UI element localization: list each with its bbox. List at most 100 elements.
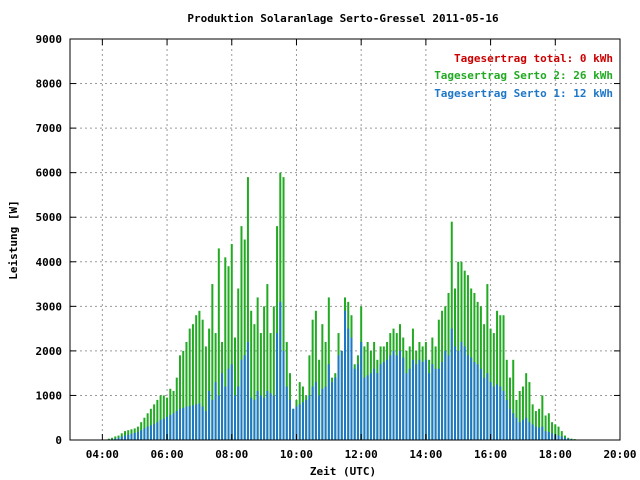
bar-serto-1: [437, 368, 440, 440]
bar-serto-1: [169, 415, 172, 440]
bar-serto-2: [554, 424, 557, 440]
bar-serto-1: [120, 436, 123, 440]
bar-serto-2: [518, 390, 521, 440]
bar-serto-2: [234, 337, 236, 440]
bar-serto-1: [214, 382, 217, 440]
bar-serto-1: [136, 431, 139, 440]
bar-serto-1: [521, 419, 524, 440]
bar-serto-1: [431, 364, 434, 440]
bar-serto-1: [441, 362, 444, 440]
bar-serto-1: [434, 368, 437, 440]
bar-serto-1: [518, 422, 521, 440]
bar-serto-2: [230, 243, 233, 440]
bar-serto-1: [318, 395, 321, 440]
bar-serto-2: [188, 328, 191, 440]
bar-serto-2: [198, 310, 201, 440]
bar-serto-2: [276, 226, 279, 440]
bar-serto-1: [246, 341, 249, 440]
bar-serto-1: [534, 426, 537, 440]
bar-serto-2: [201, 319, 204, 440]
bar-serto-2: [534, 411, 537, 440]
bar-serto-1: [172, 413, 175, 440]
bar-serto-1: [560, 436, 563, 440]
bar-serto-2: [486, 284, 489, 440]
bar-serto-1: [531, 424, 534, 440]
bar-serto-1: [399, 350, 401, 440]
bar-serto-1: [405, 373, 408, 440]
bar-serto-1: [353, 368, 356, 440]
bar-serto-1: [444, 350, 447, 440]
bar-serto-1: [237, 386, 240, 440]
bar-serto-2: [182, 350, 185, 440]
bar-serto-1: [373, 368, 376, 440]
bar-serto-2: [195, 315, 198, 440]
bar-serto-1: [279, 301, 282, 440]
bar-serto-1: [301, 402, 304, 440]
bar-serto-2: [496, 310, 499, 440]
bar-serto-2: [266, 284, 269, 440]
bar-serto-1: [146, 426, 149, 440]
bar-serto-2: [321, 324, 324, 440]
bar-serto-2: [272, 306, 275, 440]
bar-serto-1: [308, 395, 311, 440]
bar-serto-1: [240, 359, 243, 440]
bar-serto-1: [117, 437, 120, 440]
bar-serto-1: [557, 435, 560, 440]
bar-serto-1: [324, 386, 327, 440]
bar-serto-1: [334, 377, 337, 440]
bar-serto-1: [321, 388, 324, 440]
bar-serto-2: [246, 177, 249, 440]
bar-serto-1: [411, 359, 414, 440]
bar-serto-2: [111, 437, 114, 440]
bar-serto-2: [169, 388, 172, 440]
bar-serto-2: [256, 297, 259, 440]
bar-serto-2: [253, 324, 256, 440]
bar-serto-1: [463, 346, 466, 440]
bar-serto-1: [305, 399, 308, 440]
bar-serto-2: [224, 257, 227, 440]
bar-serto-1: [512, 413, 515, 440]
bar-serto-1: [201, 406, 204, 440]
bar-serto-1: [489, 382, 492, 440]
bar-serto-2: [250, 310, 253, 440]
bar-serto-1: [243, 355, 246, 440]
bar-serto-1: [276, 333, 279, 440]
bar-serto-1: [567, 438, 570, 440]
bar-serto-1: [266, 390, 269, 440]
x-tick-label: 20:00: [603, 448, 636, 461]
x-tick-label: 18:00: [539, 448, 572, 461]
y-tick-label: 9000: [36, 33, 63, 46]
bar-serto-2: [149, 408, 152, 440]
bar-serto-1: [191, 405, 194, 440]
bar-serto-1: [331, 382, 334, 440]
bar-serto-1: [282, 350, 285, 440]
bar-serto-2: [204, 346, 207, 440]
bar-serto-1: [198, 403, 201, 440]
bar-serto-2: [217, 248, 220, 440]
bar-serto-1: [211, 399, 214, 440]
bar-serto-1: [340, 350, 343, 440]
bar-serto-1: [369, 373, 372, 440]
bar-serto-1: [402, 357, 405, 440]
bar-serto-1: [544, 431, 547, 440]
bar-serto-1: [221, 373, 224, 440]
bar-serto-2: [237, 288, 240, 440]
bar-serto-2: [175, 377, 178, 440]
bar-serto-1: [140, 430, 143, 440]
bar-serto-1: [159, 419, 162, 440]
bar-serto-1: [376, 373, 379, 440]
x-tick-label: 08:00: [215, 448, 248, 461]
bar-serto-1: [204, 411, 207, 440]
bar-serto-1: [182, 407, 185, 440]
bar-serto-2: [557, 426, 560, 440]
plot-frame: [69, 38, 621, 441]
bar-serto-1: [344, 310, 346, 440]
bar-serto-1: [253, 399, 256, 440]
bar-serto-1: [230, 364, 233, 440]
bar-serto-1: [547, 431, 550, 440]
bar-serto-1: [492, 386, 495, 440]
bar-serto-1: [124, 435, 126, 440]
x-tick-label: 10:00: [280, 448, 313, 461]
legend: Tagesertrag total: 0 kWh Tagesertrag Ser…: [434, 52, 613, 100]
bar-serto-1: [363, 377, 366, 440]
